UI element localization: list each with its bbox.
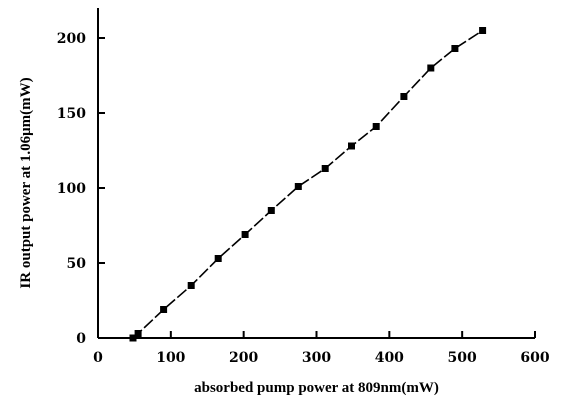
data-point — [372, 123, 380, 130]
x-axis-title: absorbed pump power at 809nm(mW) — [194, 380, 439, 396]
data-point — [427, 64, 435, 72]
data-point — [187, 282, 195, 289]
y-tick-label: 0 — [76, 331, 86, 347]
x-tick-label: 400 — [375, 350, 404, 366]
y-axis-title: IR output power at 1.06μm(mW) — [18, 77, 34, 288]
data-point — [214, 255, 222, 262]
y-tick-label: 100 — [57, 181, 86, 197]
data-point — [134, 330, 142, 337]
data-point — [479, 27, 487, 34]
data-point — [451, 45, 459, 52]
x-tick-label: 500 — [448, 350, 477, 366]
y-tick-label: 200 — [57, 31, 86, 47]
data-point — [294, 183, 302, 190]
x-tick-label: 600 — [520, 350, 549, 366]
x-tick-label: 0 — [93, 350, 103, 366]
x-tick-label: 200 — [229, 350, 258, 366]
data-point — [267, 207, 275, 214]
data-point — [160, 306, 168, 313]
x-tick-label: 300 — [302, 350, 331, 366]
ticks: 0 50 100 150 200 0 100 200 300 400 500 600 — [57, 31, 550, 366]
y-tick-label: 150 — [57, 106, 86, 122]
y-tick-label: 50 — [67, 256, 87, 272]
series-layer — [129, 27, 487, 342]
series-line — [132, 29, 484, 339]
data-point — [241, 231, 249, 238]
data-point — [348, 142, 355, 150]
axes — [97, 8, 535, 339]
data-point — [400, 93, 408, 100]
data-point — [129, 334, 137, 342]
x-tick-label: 100 — [156, 350, 185, 366]
data-point — [321, 165, 329, 172]
